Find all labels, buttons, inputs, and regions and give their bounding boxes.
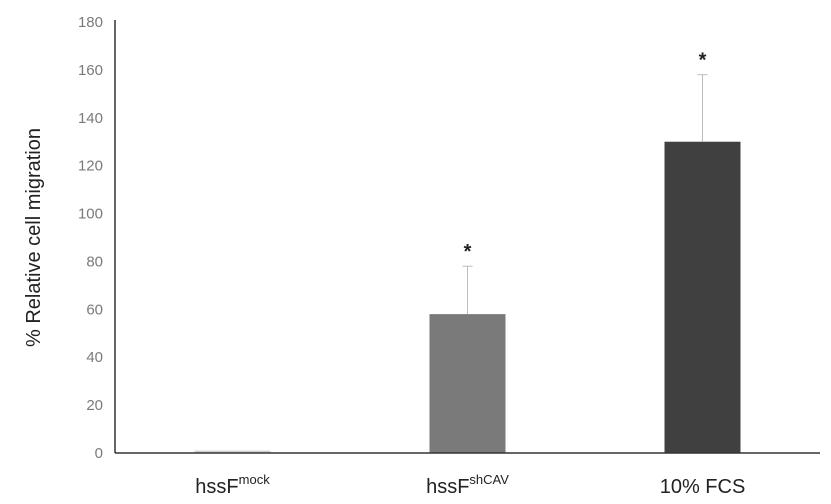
x-axis: hssFmock hssFshCAV 10% FCS xyxy=(115,452,820,498)
y-tick-label: 60 xyxy=(86,301,103,318)
bar xyxy=(429,314,506,453)
bar xyxy=(664,141,741,453)
y-axis-title: % Relative cell migration xyxy=(23,128,45,347)
y-tick-label: 160 xyxy=(78,62,103,79)
x-category-label: hssFshCAV xyxy=(426,472,509,498)
x-category-label: hssFmock xyxy=(195,472,270,498)
y-tick-label: 80 xyxy=(86,253,103,270)
x-category-label: 10% FCS xyxy=(660,476,746,498)
bars xyxy=(194,141,741,453)
significance-asterisk: * xyxy=(464,241,472,263)
y-tick-label: 140 xyxy=(78,110,103,127)
y-tick-label: 20 xyxy=(86,397,103,414)
y-tick-label: 0 xyxy=(95,445,103,462)
y-tick-label: 100 xyxy=(78,206,103,223)
y-tick-label: 40 xyxy=(86,349,103,366)
y-tick-label: 120 xyxy=(78,158,103,175)
significance-asterisk: * xyxy=(699,50,707,72)
error-bars xyxy=(462,74,708,315)
significance-markers: ** xyxy=(464,50,707,264)
y-axis: 0 20 40 60 80 100 120 140 160 180 xyxy=(78,14,116,462)
y-tick-label: 180 xyxy=(78,14,103,31)
bar xyxy=(194,450,271,453)
